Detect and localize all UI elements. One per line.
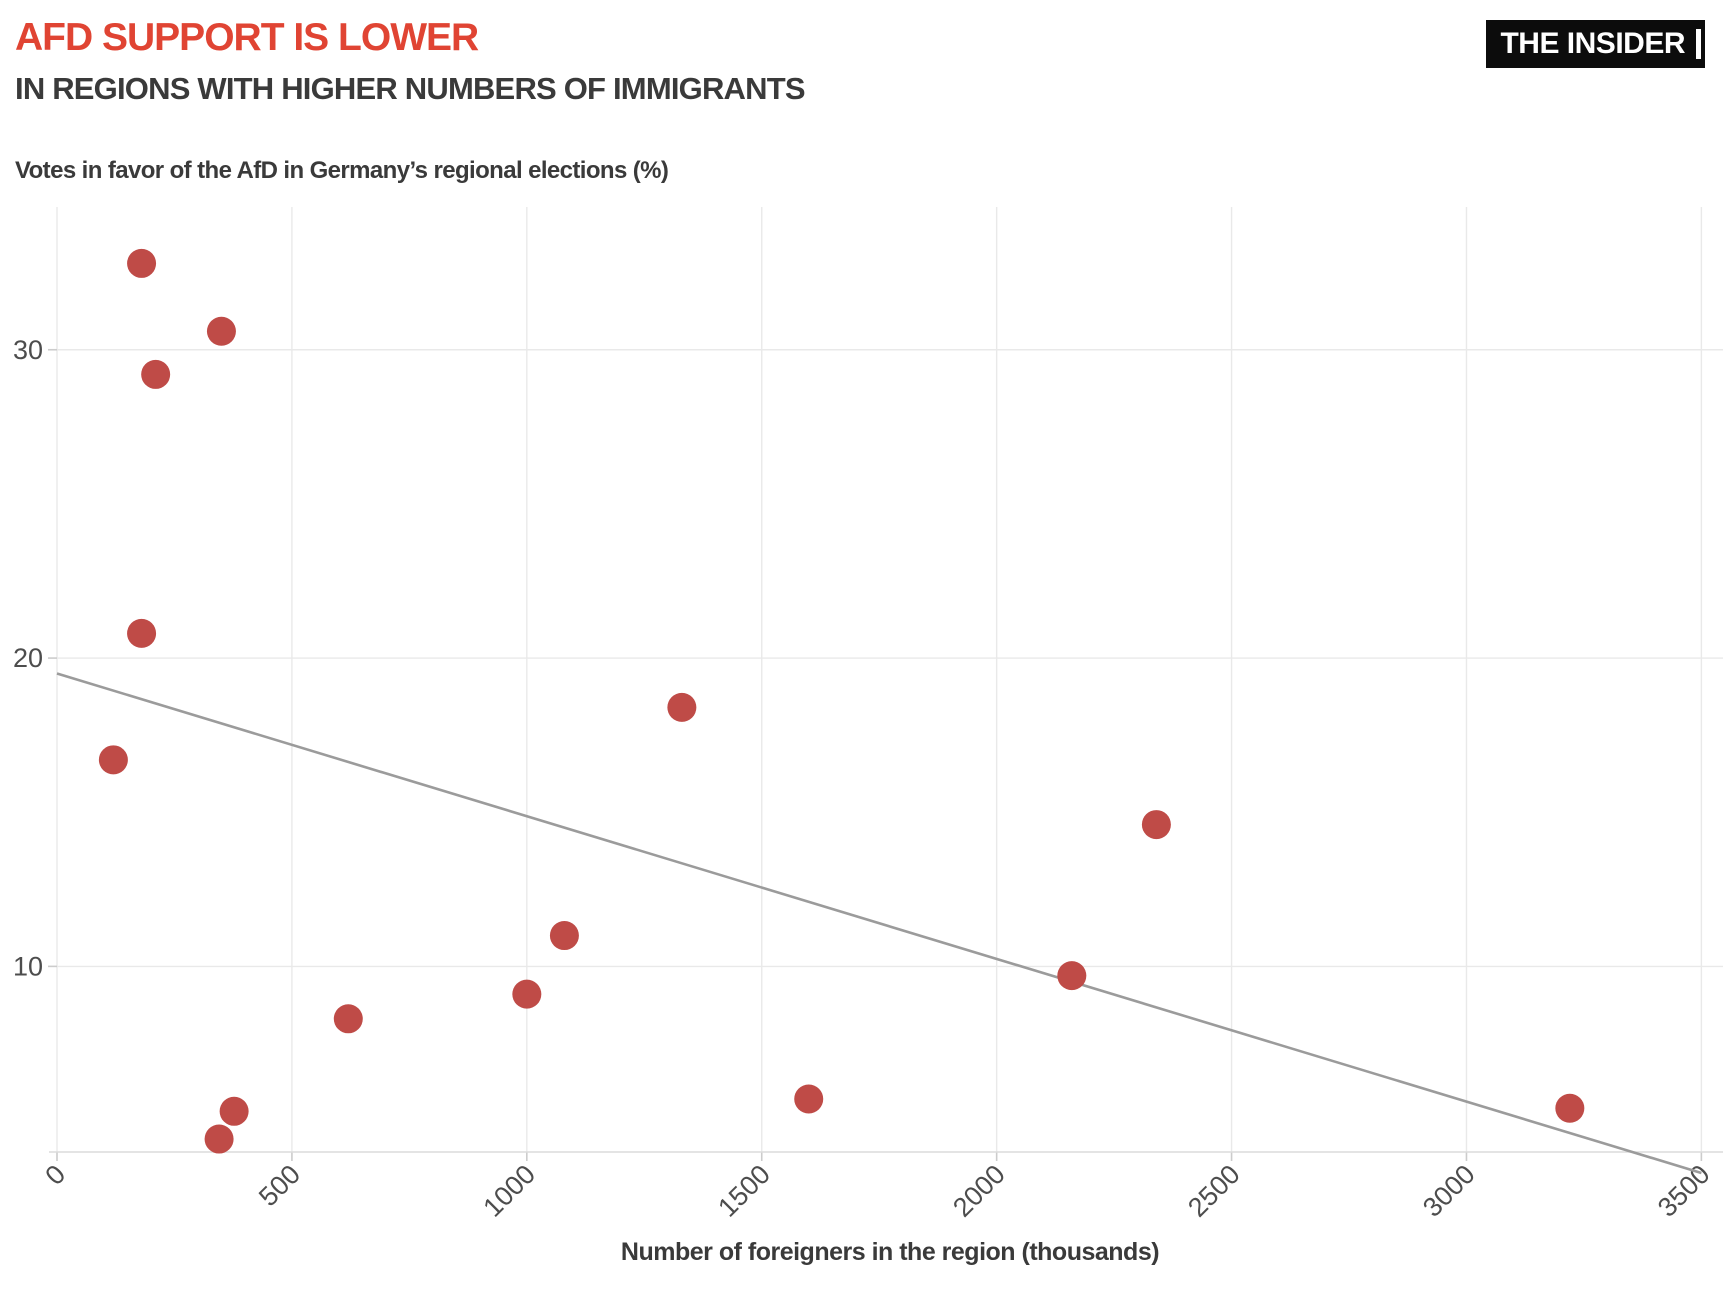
data-point xyxy=(549,921,579,951)
logo-text: THE INSIDER xyxy=(1500,27,1685,60)
data-point xyxy=(333,1004,363,1034)
data-point xyxy=(1141,810,1171,840)
x-tick-label: 1000 xyxy=(477,1159,541,1223)
trend-line xyxy=(56,672,1702,1175)
data-point xyxy=(204,1124,234,1154)
data-point xyxy=(206,316,236,346)
x-tick-label: 1500 xyxy=(712,1159,776,1223)
x-tick-label: 2000 xyxy=(947,1159,1011,1223)
data-point xyxy=(98,745,128,775)
data-point xyxy=(219,1096,249,1126)
data-point xyxy=(1057,961,1087,991)
data-point xyxy=(141,359,171,389)
the-insider-logo: THE INSIDER xyxy=(1486,20,1705,68)
data-point xyxy=(667,692,697,722)
page-subtitle: IN REGIONS WITH HIGHER NUMBERS OF IMMIGR… xyxy=(15,71,806,106)
x-tick-label: 2500 xyxy=(1182,1159,1246,1223)
x-tick-label: 3000 xyxy=(1417,1159,1481,1223)
page-title: AFD SUPPORT IS LOWER xyxy=(15,16,479,59)
data-point xyxy=(127,248,157,278)
data-point xyxy=(512,979,542,1009)
x-tick-label: 500 xyxy=(253,1159,306,1212)
x-tick-label: 0 xyxy=(39,1159,71,1191)
x-axis-label: Number of foreigners in the region (thou… xyxy=(620,1238,1160,1266)
data-point xyxy=(794,1084,824,1114)
y-tick-label: 20 xyxy=(13,643,43,673)
y-axis-caption: Votes in favor of the AfD in Germany’s r… xyxy=(15,157,669,184)
logo-cursor-block xyxy=(1696,29,1701,59)
y-tick-label: 10 xyxy=(13,951,43,981)
data-point xyxy=(1555,1093,1585,1123)
data-point xyxy=(127,618,157,648)
y-tick-label: 30 xyxy=(13,335,43,365)
